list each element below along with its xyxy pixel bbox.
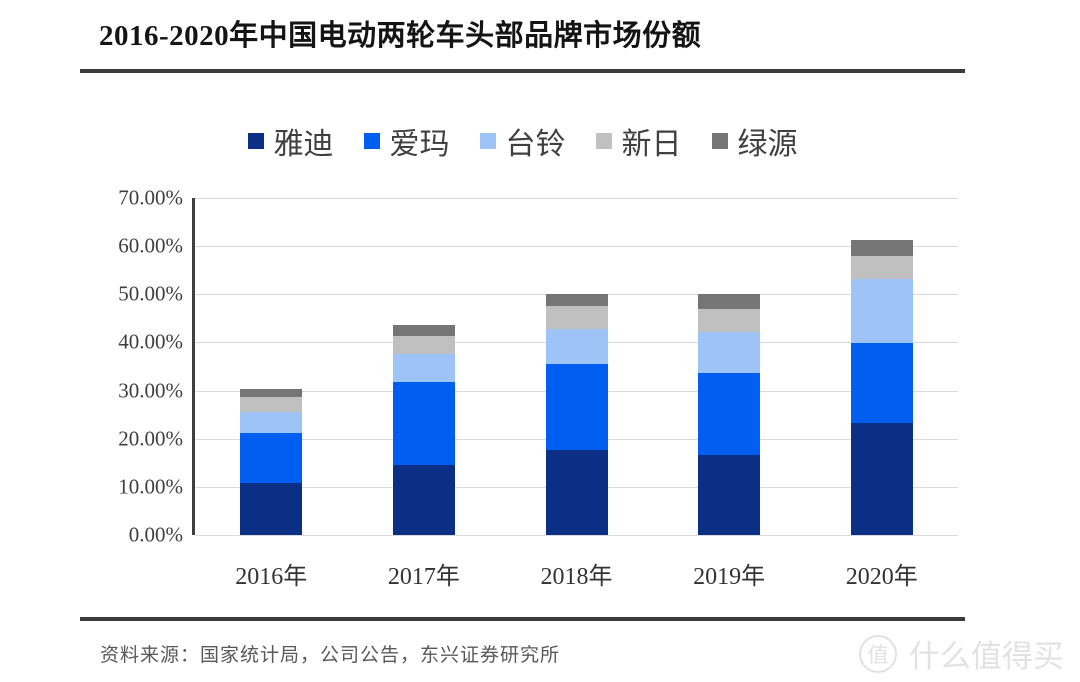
stacked-bar-2017年 (392, 324, 455, 535)
legend-swatch-icon (479, 133, 496, 149)
bar-segment-台铃 (392, 353, 455, 383)
gridline (195, 246, 958, 248)
gridline (195, 535, 958, 536)
y-axis-tick-label: 20.00% (118, 426, 183, 451)
legend-swatch-icon (247, 133, 264, 149)
footer-divider-line (80, 617, 965, 621)
chart-title: 2016-2020年中国电动两轮车头部品牌市场份额 (99, 20, 702, 52)
bar-segment-雅迪 (240, 482, 303, 535)
smzdm-logo-icon: 值 (859, 634, 897, 673)
stacked-bar-2018年 (545, 293, 608, 535)
bar-segment-绿源 (240, 388, 303, 397)
legend-item-爱玛: 爱玛 (363, 119, 450, 163)
bar-segment-雅迪 (392, 464, 455, 535)
y-axis-tick-label: 40.00% (118, 329, 183, 354)
bar-segment-雅迪 (698, 455, 761, 535)
smzdm-watermark: 值 什么值得买 (859, 631, 1064, 676)
bar-segment-爱玛 (392, 382, 455, 465)
y-axis-tick-label: 30.00% (118, 378, 183, 403)
bar-segment-新日 (850, 256, 913, 279)
bar-segment-新日 (240, 396, 303, 412)
bar-segment-爱玛 (545, 364, 608, 450)
bar-segment-雅迪 (850, 423, 913, 535)
legend-swatch-icon (363, 133, 380, 149)
y-axis-tick-label: 70.00% (118, 185, 183, 210)
legend-swatch-icon (595, 133, 612, 149)
x-axis-tick-label: 2018年 (540, 564, 613, 590)
legend-item-雅迪: 雅迪 (247, 119, 334, 163)
bar-segment-台铃 (850, 278, 913, 344)
bar-segment-爱玛 (850, 343, 913, 424)
bar-segment-新日 (698, 309, 761, 332)
source-note: 资料来源：国家统计局，公司公告，东兴证券研究所 (100, 645, 561, 666)
plot-area: 70.00% 60.00% 50.00% 40.00% 30.00% 20.00% 10.0… (118, 186, 958, 590)
y-axis-tick-label: 60.00% (118, 233, 183, 258)
legend-item-新日: 新日 (595, 119, 682, 163)
legend-label: 新日 (621, 128, 682, 161)
y-axis-tick-label: 0.00% (128, 522, 183, 547)
legend-swatch-icon (711, 133, 728, 149)
legend-item-绿源: 绿源 (711, 119, 798, 163)
stacked-bar-2016年 (240, 388, 303, 535)
gridline (195, 198, 958, 199)
legend-label: 雅迪 (273, 128, 334, 161)
bar-segment-新日 (392, 336, 455, 354)
bar-segment-爱玛 (240, 432, 303, 483)
bar-segment-绿源 (698, 294, 761, 310)
legend-label: 爱玛 (389, 128, 450, 161)
watermark-text: 什么值得买 (909, 639, 1064, 674)
bar-segment-绿源 (392, 324, 455, 337)
x-axis-tick-label: 2019年 (693, 564, 766, 590)
legend-label: 绿源 (737, 128, 798, 161)
y-axis-tick-label: 10.00% (118, 474, 183, 499)
bar-segment-绿源 (850, 240, 913, 257)
bar-segment-台铃 (240, 411, 303, 433)
legend-label: 台铃 (505, 128, 566, 161)
bar-segment-台铃 (545, 329, 608, 365)
stacked-bar-2019年 (698, 294, 761, 535)
x-axis-tick-label: 2020年 (845, 564, 918, 590)
x-axis-tick-label: 2017年 (387, 564, 460, 590)
bar-segment-爱玛 (698, 373, 761, 456)
bar-segment-绿源 (545, 293, 608, 307)
x-axis-tick-label: 2016年 (235, 564, 308, 590)
legend-item-台铃: 台铃 (479, 119, 566, 163)
y-axis-tick-label: 50.00% (118, 281, 183, 306)
chart-legend: 雅迪 爱玛 台铃 新日 绿源 (80, 120, 965, 162)
bar-segment-雅迪 (545, 449, 608, 535)
stacked-bar-2020年 (850, 240, 913, 535)
bar-segment-新日 (545, 306, 608, 330)
bar-segment-台铃 (698, 331, 761, 374)
title-divider-line (80, 69, 965, 73)
